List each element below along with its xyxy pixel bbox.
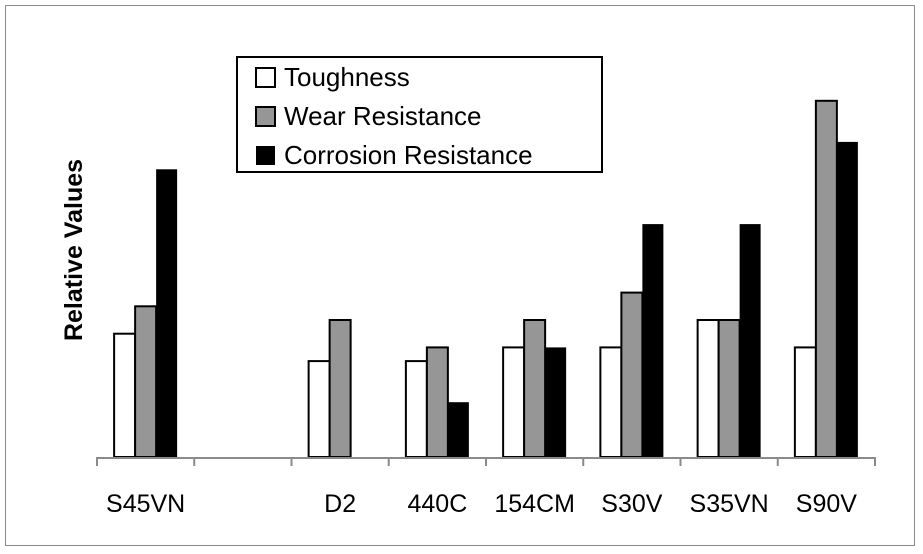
bar-toughness	[502, 346, 526, 458]
bar-corrosion-resistance	[739, 224, 761, 457]
x-tick-label: 440C	[407, 490, 467, 518]
x-tick-label: D2	[324, 490, 356, 518]
bar-wear-resistance	[814, 99, 838, 459]
bar-toughness	[599, 346, 623, 458]
x-tick-label: S35VN	[690, 490, 769, 518]
bar-toughness	[404, 360, 428, 459]
legend-box	[236, 56, 603, 173]
bar-wear-resistance	[717, 319, 741, 458]
bar-corrosion-resistance	[447, 402, 469, 457]
x-tick-label: S45VN	[106, 490, 185, 518]
legend-label: Toughness	[284, 62, 410, 92]
legend-swatch	[255, 67, 276, 88]
x-tick-label: 154CM	[494, 490, 575, 518]
bar-wear-resistance	[620, 291, 644, 458]
legend-label: Wear Resistance	[284, 101, 482, 131]
bar-wear-resistance	[134, 305, 158, 458]
bar-wear-resistance	[328, 319, 352, 458]
bar-wear-resistance	[425, 346, 449, 458]
chart-border	[5, 5, 915, 546]
x-tick-label: S30V	[601, 490, 662, 518]
bar-toughness	[307, 360, 331, 459]
bar-toughness	[793, 346, 817, 458]
legend-swatch	[255, 106, 276, 127]
bar-corrosion-resistance	[836, 141, 858, 457]
bar-wear-resistance	[523, 319, 547, 458]
bar-corrosion-resistance	[545, 347, 567, 457]
legend-label: Corrosion Resistance	[284, 140, 533, 170]
legend-swatch	[256, 146, 275, 165]
x-tick-label: S90V	[796, 490, 857, 518]
bar-corrosion-resistance	[642, 224, 664, 457]
y-axis-label: Relative Values	[60, 159, 88, 341]
bar-corrosion-resistance	[156, 169, 178, 458]
bar-toughness	[696, 319, 720, 458]
bar-toughness	[113, 332, 137, 459]
